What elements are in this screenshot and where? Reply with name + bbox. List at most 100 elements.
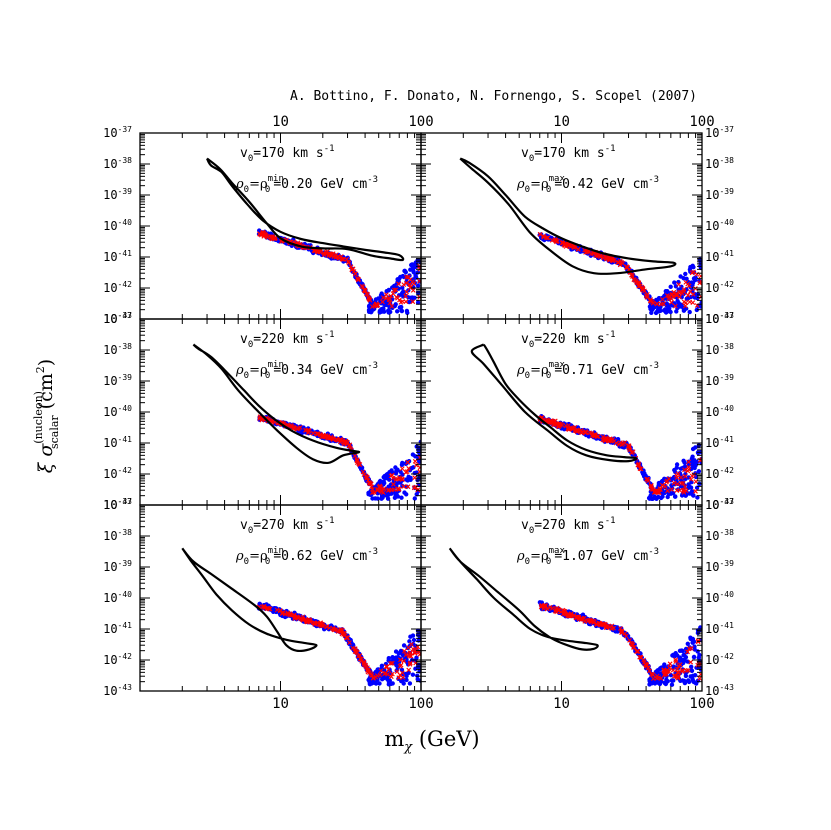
model-point-cross [417, 652, 421, 657]
model-point-circle [399, 304, 404, 310]
ticks [421, 504, 702, 692]
model-point-cross [356, 276, 361, 282]
model-point-cross [362, 287, 367, 293]
model-point-circle [402, 268, 407, 274]
model-point-cross [417, 469, 421, 475]
model-point-circle [674, 462, 680, 467]
y-tick-label: 10-42 [705, 466, 734, 481]
model-point-circle [410, 672, 416, 677]
model-point-circle [386, 679, 391, 684]
model-point-circle [673, 494, 678, 499]
model-point-cross [682, 303, 688, 309]
model-point-cross [552, 418, 558, 424]
model-point-cross [390, 671, 395, 677]
y-tick-label: 10-38 [103, 342, 132, 357]
model-point-cross [404, 469, 410, 474]
model-point-cross [681, 490, 687, 495]
y-tick-label: 10-37 [103, 497, 132, 512]
model-point-circle [415, 673, 420, 678]
model-point-cross [407, 660, 413, 666]
model-point-cross [664, 667, 670, 673]
model-point-circle [690, 446, 696, 452]
model-point-cross [407, 661, 413, 667]
model-point-circle [684, 276, 689, 281]
y-tick-label: 10-41 [705, 435, 734, 450]
model-point-circle [648, 493, 653, 498]
model-point-circle [379, 663, 385, 668]
model-point-cross [299, 616, 305, 622]
model-point-cross [679, 291, 685, 296]
model-point-cross [607, 257, 612, 263]
model-point-cross [637, 466, 643, 472]
model-point-cross [289, 424, 294, 430]
model-point-circle [380, 495, 385, 500]
y-tick-label: 10-41 [103, 621, 132, 636]
model-point-circle [662, 490, 667, 496]
model-point-cross [669, 296, 674, 302]
model-point-cross [674, 292, 680, 298]
model-point-cross [682, 473, 688, 479]
model-point-cross [378, 487, 384, 493]
model-point-cross [685, 649, 690, 655]
model-point-circle [662, 662, 667, 667]
v0-label: v0=220 km s-1 [240, 330, 335, 350]
model-point-cross [314, 431, 320, 437]
plot-area [206, 157, 421, 315]
model-point-cross [660, 297, 665, 302]
model-point-cross [305, 427, 311, 433]
rho-label: ρ0=ρmax 0 =0.71 GeV cm-3 [516, 360, 659, 381]
plot-area [470, 343, 702, 501]
y-tick-label: 10-40 [705, 218, 734, 233]
model-point-cross [396, 486, 402, 492]
model-point-cross [678, 475, 684, 480]
model-point-circle [686, 678, 691, 683]
model-point-cross [697, 280, 702, 286]
model-point-cross [670, 291, 675, 297]
model-point-cross [367, 297, 373, 303]
y-tick-label: 10-38 [103, 156, 132, 171]
model-point-circle [654, 309, 660, 314]
model-point-cross [631, 277, 637, 283]
y-tick-label: 10-42 [103, 652, 132, 667]
y-tick-label: 10-39 [103, 373, 132, 388]
model-point-circle [401, 643, 407, 648]
model-point-cross [688, 659, 694, 665]
y-tick-label: 10-39 [103, 559, 132, 574]
model-point-cross [685, 281, 691, 287]
model-point-cross [318, 622, 324, 627]
model-point-circle [410, 264, 416, 270]
model-point-cross [583, 429, 588, 435]
model-point-circle [672, 280, 677, 285]
model-point-circle [690, 263, 695, 268]
model-point-cross [377, 672, 383, 678]
exclusion-contour [470, 343, 638, 463]
model-point-cross [578, 428, 584, 433]
y-tick-label: 10-37 [103, 311, 132, 326]
panel-6: 10-37 10-38 10-39 10-40 10-41 10-42 10-43 10 100… [420, 497, 734, 712]
y-tick-label: 10-40 [705, 590, 734, 605]
x-tick-label-top: 100 [408, 114, 433, 130]
model-crosses [256, 604, 421, 681]
model-point-cross [310, 430, 316, 436]
model-point-cross [571, 245, 577, 250]
model-point-circle [395, 277, 400, 282]
model-point-cross [400, 675, 406, 680]
model-point-cross [644, 662, 649, 668]
y-tick-label: 10-39 [705, 187, 734, 202]
model-point-cross [669, 300, 674, 305]
model-point-cross [404, 289, 409, 295]
model-point-circle [404, 477, 409, 482]
ticks [140, 504, 421, 692]
model-point-circle [379, 309, 384, 314]
model-point-cross [659, 482, 665, 488]
model-point-circle [687, 309, 692, 315]
model-point-cross [563, 423, 569, 429]
model-point-cross [680, 669, 685, 674]
model-point-cross [667, 661, 673, 667]
model-point-circle [394, 469, 399, 474]
y-tick-label: 10-39 [705, 373, 734, 388]
model-point-cross [566, 612, 571, 618]
model-point-cross [695, 638, 701, 643]
model-point-circle [662, 680, 667, 686]
model-point-circle [386, 310, 391, 315]
